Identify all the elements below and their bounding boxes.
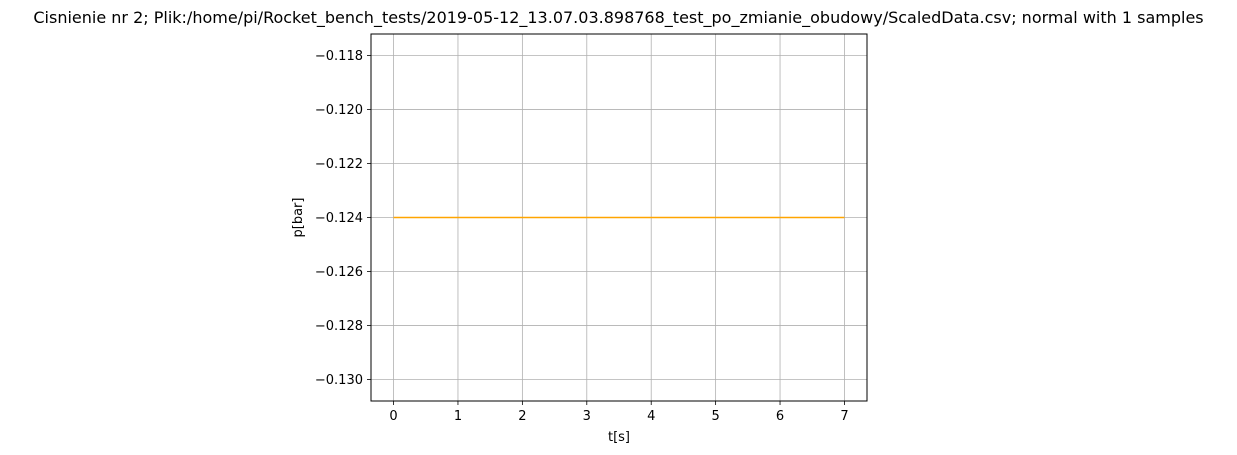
x-tick-label: 6 (776, 409, 784, 424)
y-axis: −0.118 −0.120 −0.122 −0.124 −0.126 −0.128 −0.1… (315, 49, 371, 388)
x-tick-label: 4 (647, 409, 655, 424)
y-tick-label: −0.130 (315, 373, 363, 388)
chart-title: Cisnienie nr 2; Plik:/home/pi/Rocket_ben… (33, 8, 1203, 28)
x-tick-label: 2 (518, 409, 526, 424)
x-axis-label: t[s] (608, 430, 630, 445)
y-tick-label: −0.124 (315, 211, 363, 226)
y-tick-label: −0.120 (315, 103, 363, 118)
x-axis: 0 1 2 3 4 5 6 7 (389, 401, 848, 424)
x-tick-label: 3 (583, 409, 591, 424)
y-axis-label: p[bar] (291, 198, 306, 238)
x-tick-label: 0 (389, 409, 397, 424)
y-tick-label: −0.128 (315, 319, 363, 334)
x-tick-label: 5 (711, 409, 719, 424)
y-tick-label: −0.118 (315, 49, 363, 64)
y-tick-label: −0.122 (315, 157, 363, 172)
x-tick-label: 7 (840, 409, 848, 424)
y-tick-label: −0.126 (315, 265, 363, 280)
x-tick-label: 1 (454, 409, 462, 424)
